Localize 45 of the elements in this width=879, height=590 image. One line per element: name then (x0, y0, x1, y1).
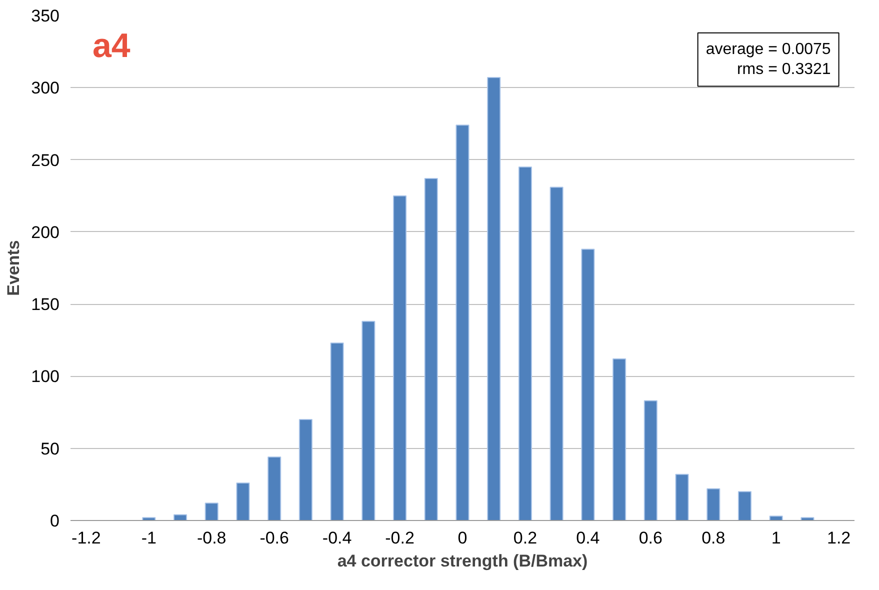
y-tick-label: 200 (31, 222, 60, 242)
bar (456, 124, 470, 520)
x-tick-label: -0.8 (196, 528, 226, 548)
bar (204, 502, 218, 520)
x-tick-label: -1.2 (72, 528, 101, 548)
y-tick-label: 150 (31, 295, 60, 314)
annotation: a4 (92, 27, 130, 66)
x-tick-label: 0 (458, 528, 468, 548)
bar (487, 77, 501, 520)
bar (393, 195, 407, 520)
bar (236, 482, 250, 520)
y-tick-label: 100 (31, 367, 60, 386)
y-tick-label: 350 (31, 6, 60, 26)
x-axis-title: a4 corrector strength (B/Bmax) (337, 552, 588, 570)
bar (675, 474, 689, 520)
y-tick-label: 250 (31, 150, 60, 170)
bar (518, 166, 532, 520)
bar (706, 488, 720, 520)
x-tick-label: 0.2 (513, 528, 538, 548)
bar (330, 342, 344, 520)
bar (424, 178, 438, 520)
bar (644, 400, 658, 520)
bar (769, 516, 783, 520)
bar (612, 358, 626, 520)
x-tick-label: 0.8 (702, 528, 726, 548)
y-tick-label: 0 (50, 512, 60, 530)
y-tick-label: 300 (31, 78, 60, 98)
bar (362, 320, 376, 520)
x-tick-label: -0.6 (260, 528, 289, 548)
x-tick-label: -0.4 (322, 528, 352, 548)
x-tick-label: -1 (141, 528, 156, 548)
x-tick-label: 0.6 (638, 528, 662, 548)
bar (738, 491, 752, 520)
x-tick-label: 0.4 (576, 528, 600, 548)
bar (581, 248, 595, 520)
x-tick-label: -0.2 (385, 528, 414, 548)
bar (298, 419, 312, 520)
y-axis-title: Events (4, 240, 24, 296)
bar (173, 514, 188, 520)
bar (268, 456, 282, 520)
x-tick-label: 1.2 (827, 528, 851, 548)
annotation: average = 0.0075 rms = 0.3321 (706, 40, 831, 78)
x-tick-label: 1 (771, 528, 781, 548)
y-tick-label: 50 (40, 439, 60, 458)
bar (550, 186, 564, 520)
